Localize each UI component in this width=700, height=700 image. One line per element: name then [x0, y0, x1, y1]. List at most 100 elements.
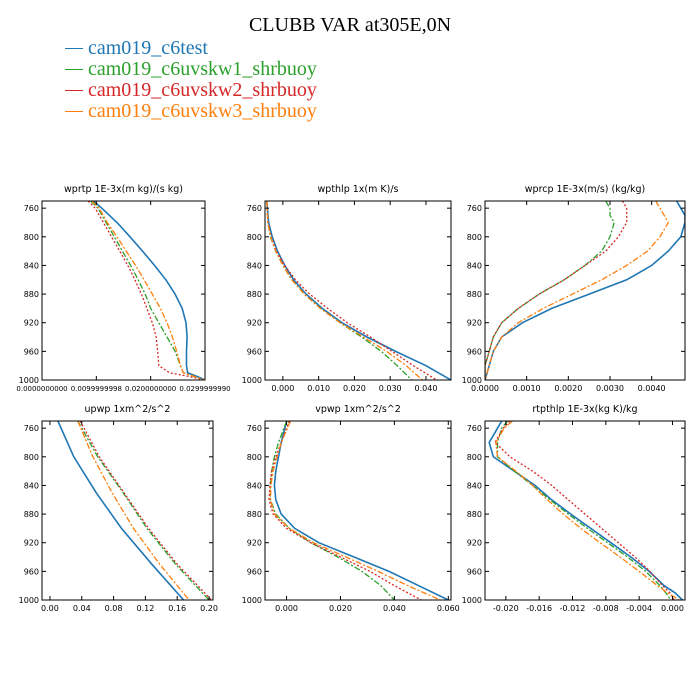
- x-tick-label: 0.12: [136, 604, 154, 613]
- series-line: [273, 421, 449, 600]
- y-tick-label: 1000: [242, 596, 262, 605]
- series-line: [90, 201, 205, 380]
- x-tick-label: 0.0099999998: [71, 385, 122, 393]
- legend-item: cam019_c6uvskw3_shrbuoy: [65, 101, 317, 122]
- x-tick-label: 0.010: [307, 384, 330, 393]
- y-tick-label: 800: [24, 233, 39, 242]
- y-tick-label: 800: [247, 233, 262, 242]
- y-tick-label: 960: [24, 347, 39, 356]
- plot-frame: [264, 420, 452, 601]
- x-tick-label: 0.20: [200, 604, 218, 613]
- panel-title: vpwp 1xm^2/s^2: [315, 404, 401, 415]
- legend-label: cam019_c6test: [88, 37, 208, 59]
- series-line: [266, 201, 423, 380]
- y-tick-label: 1000: [462, 376, 482, 385]
- x-tick-label: 0.040: [415, 384, 438, 393]
- series-line: [91, 201, 205, 380]
- y-tick-label: 840: [247, 481, 262, 490]
- y-tick-label: 1000: [462, 596, 482, 605]
- legend-item: cam019_c6test: [65, 38, 317, 59]
- y-tick-label: 760: [24, 204, 39, 213]
- y-tick-label: 880: [247, 290, 262, 299]
- y-tick-label: 920: [467, 539, 482, 548]
- y-tick-label: 880: [24, 290, 39, 299]
- x-tick-label: 0.020: [343, 384, 366, 393]
- y-tick-label: 760: [24, 424, 39, 433]
- x-tick-label: 0.0020: [554, 384, 582, 393]
- y-tick-label: 760: [247, 204, 262, 213]
- y-tick-label: 920: [24, 319, 39, 328]
- x-tick-label: 0.000: [661, 604, 684, 613]
- x-tick-label: -0.016: [526, 604, 552, 613]
- y-tick-label: 760: [467, 204, 482, 213]
- legend-label: cam019_c6uvskw1_shrbuoy: [88, 58, 317, 80]
- y-tick-label: 840: [24, 261, 39, 270]
- x-tick-label: 0.0000000000: [16, 385, 67, 393]
- x-tick-label: 0.04: [73, 604, 91, 613]
- chart-panel: wprcp 1E-3x(m/s) (kg/kg) 760 800 840 880 920 9…: [462, 184, 686, 393]
- series-line: [495, 421, 680, 600]
- series-line: [485, 201, 628, 380]
- x-tick-label: 0.0010: [513, 384, 541, 393]
- legend-item: cam019_c6uvskw1_shrbuoy: [65, 59, 317, 80]
- series-line: [93, 201, 205, 380]
- y-tick-label: 920: [467, 319, 482, 328]
- series-line: [77, 421, 190, 600]
- panel-title: wprtp 1E-3x(m kg)/(s kg): [64, 184, 183, 195]
- x-tick-label: 0.060: [437, 604, 460, 613]
- y-tick-label: 880: [247, 510, 262, 519]
- panel-title: wprcp 1E-3x(m/s) (kg/kg): [525, 184, 645, 195]
- series-line: [494, 421, 675, 600]
- chart-panel: rtpthlp 1E-3x(kg K)/kg 760 800 840 880 920 960…: [462, 404, 686, 613]
- series-line: [485, 201, 685, 380]
- x-tick-label: 0.0200000000: [125, 385, 176, 393]
- legend-swatch: [65, 47, 83, 49]
- y-tick-label: 880: [467, 510, 482, 519]
- y-tick-label: 760: [247, 424, 262, 433]
- y-tick-label: 960: [247, 567, 262, 576]
- y-tick-label: 1000: [242, 376, 262, 385]
- x-tick-label: 0.0040: [638, 384, 666, 393]
- series-line: [77, 421, 210, 600]
- y-tick-label: 840: [467, 261, 482, 270]
- series-line: [266, 201, 451, 380]
- x-tick-label: 0.0299999990: [179, 385, 230, 393]
- x-tick-label: 0.0030: [596, 384, 624, 393]
- series-line: [266, 201, 438, 380]
- y-tick-label: 840: [247, 261, 262, 270]
- panel-title: upwp 1xm^2/s^2: [85, 404, 171, 415]
- legend-item: cam019_c6uvskw2_shrbuoy: [65, 80, 317, 101]
- series-line: [269, 421, 395, 600]
- plot-frame: [264, 200, 452, 381]
- y-tick-label: 1000: [19, 596, 39, 605]
- x-tick-label: 0.16: [168, 604, 186, 613]
- y-tick-label: 920: [24, 539, 39, 548]
- series-line: [268, 421, 422, 600]
- series-line: [269, 421, 441, 600]
- y-tick-label: 960: [247, 347, 262, 356]
- legend-label: cam019_c6uvskw3_shrbuoy: [88, 100, 317, 122]
- chart-panel: wpthlp 1x(m K)/s 760 800 840 880 920 960 1000 0.…: [242, 184, 452, 393]
- y-tick-label: 840: [24, 481, 39, 490]
- y-tick-label: 960: [24, 567, 39, 576]
- y-tick-label: 960: [467, 347, 482, 356]
- x-tick-label: -0.008: [593, 604, 619, 613]
- y-tick-label: 920: [247, 319, 262, 328]
- plot-frame: [484, 200, 686, 381]
- y-tick-label: 960: [467, 567, 482, 576]
- plot-frame: [41, 420, 214, 601]
- x-tick-label: 0.020: [329, 604, 352, 613]
- series-line: [57, 421, 185, 600]
- x-tick-label: 0.040: [383, 604, 406, 613]
- panel-title: wpthlp 1x(m K)/s: [318, 184, 399, 195]
- legend-swatch: [65, 89, 83, 91]
- legend-swatch: [65, 68, 83, 70]
- y-tick-label: 880: [467, 290, 482, 299]
- series-line: [488, 421, 684, 600]
- x-tick-label: 0.0000: [471, 384, 499, 393]
- x-tick-label: -0.012: [560, 604, 586, 613]
- x-tick-label: 0.00: [41, 604, 59, 613]
- y-tick-label: 800: [467, 453, 482, 462]
- chart-panel: wprtp 1E-3x(m kg)/(s kg) 760 800 840 880 920 9…: [16, 184, 230, 393]
